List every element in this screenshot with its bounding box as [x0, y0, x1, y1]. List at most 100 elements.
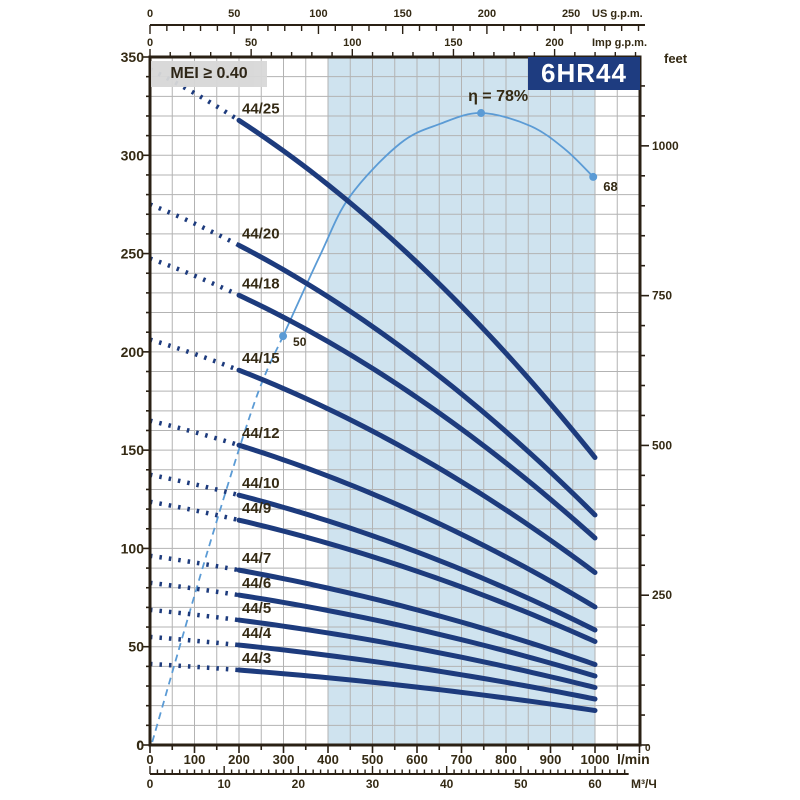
model-badge-text: 6HR44	[541, 58, 627, 88]
pump-curve-44/6: 44/6	[149, 575, 598, 679]
mei-rating-label: MEI ≥ 0.40	[151, 61, 267, 87]
x-lmin-tick-label: 0	[146, 752, 153, 767]
x-lmin-tick-label: 100	[184, 752, 206, 767]
pump-curve-44/20: 44/20	[149, 202, 598, 518]
x-impgpm-tick-label: 50	[245, 37, 257, 49]
x-usgpm-tick-label: 50	[228, 8, 240, 20]
efficiency-peak-label: η = 78%	[468, 88, 528, 105]
efficiency-marker-2	[589, 172, 598, 181]
efficiency-marker-1	[477, 109, 486, 118]
curve-solid-44/5	[236, 617, 598, 691]
curve-solid-44/4	[236, 642, 598, 702]
curve-solid-44/12	[236, 442, 598, 610]
x-impgpm-tick-label: 100	[343, 37, 361, 49]
pump-curve-44/10: 44/10	[149, 472, 598, 633]
y-left-tick-label: 300	[121, 147, 145, 163]
x-axis-m3h: 0 10 20 30 40 50 60 М³/Ч	[147, 766, 657, 791]
curve-solid-44/15	[236, 367, 598, 576]
y-right-tick-label: 250	[652, 588, 672, 602]
y-left-tick-label: 100	[121, 540, 145, 556]
efficiency-50-label: 50	[293, 335, 307, 349]
curve-dotted-44/12	[149, 418, 240, 448]
curve-label-44/12: 44/12	[242, 425, 280, 442]
x-usgpm-tick-label: 250	[562, 8, 580, 20]
pump-curve-44/25: 44/25	[148, 67, 598, 461]
x-m3h-tick-label: 40	[440, 777, 454, 791]
x-lmin-tick-label: 600	[406, 752, 428, 767]
x-lmin-tick-label: 800	[495, 752, 517, 767]
pump-curve-44/9: 44/9	[149, 499, 598, 645]
curve-label-44/5: 44/5	[242, 600, 271, 617]
x-lmin-tick-label: 900	[540, 752, 562, 767]
pump-curve-44/12: 44/12	[149, 418, 598, 610]
x-m3h-unit-label: М³/Ч	[631, 777, 657, 791]
curve-solid-44/9	[236, 517, 598, 645]
y-left-tick-label: 0	[136, 737, 144, 753]
y-right-unit-label: feet	[664, 51, 688, 66]
x-m3h-tick-label: 0	[147, 777, 154, 791]
y-left-tick-label: 50	[128, 639, 144, 655]
curve-dotted-44/15	[149, 337, 240, 373]
curve-label-44/4: 44/4	[242, 625, 272, 642]
curve-solid-44/7	[236, 567, 598, 668]
x-lmin-tick-label: 500	[362, 752, 384, 767]
curve-label-44/10: 44/10	[242, 475, 280, 492]
x-lmin-tick-label: 400	[317, 752, 339, 767]
curve-solid-44/20	[236, 242, 598, 518]
y-axis-left: 0 50 100 150 200 250 300 350	[121, 49, 150, 753]
curve-label-44/9: 44/9	[242, 500, 271, 517]
curve-solid-44/25	[236, 117, 598, 461]
model-badge: 6HR44	[528, 57, 640, 90]
pump-curve-44/4: 44/4	[149, 625, 598, 702]
efficiency-marker-0	[279, 332, 288, 341]
pump-curve-44/15: 44/15	[149, 337, 598, 576]
y-right-tick-label: 750	[652, 289, 672, 303]
x-lmin-tick-label: 200	[228, 752, 250, 767]
y-left-zero-label: 0	[137, 738, 144, 753]
y-right-zero-label: 0	[645, 743, 651, 754]
curve-solid-44/3	[236, 667, 598, 714]
curve-label-44/6: 44/6	[242, 575, 271, 592]
y-left-tick-label: 150	[121, 442, 145, 458]
x-lmin-tick-label: 700	[451, 752, 473, 767]
efficiency-end-label: 68	[603, 179, 617, 194]
x-usgpm-tick-label: 100	[309, 8, 327, 20]
x-axis-us-gpm: 0 50 100 150 200 250 US g.p.m.	[147, 8, 645, 34]
x-usgpm-unit-label: US g.p.m.	[592, 8, 643, 20]
curve-label-44/20: 44/20	[242, 225, 280, 242]
x-usgpm-tick-label: 150	[393, 8, 411, 20]
x-m3h-tick-label: 30	[366, 777, 380, 791]
y-right-tick-label: 500	[652, 438, 672, 452]
pump-curve-44/18: 44/18	[149, 256, 598, 541]
curve-solid-44/10	[236, 492, 598, 633]
x-impgpm-unit-label: Imp g.p.m.	[592, 37, 647, 49]
x-m3h-tick-label: 50	[514, 777, 528, 791]
curve-dotted-44/18	[149, 256, 240, 298]
y-left-tick-label: 200	[121, 344, 145, 360]
y-axis-right: 250 500 750 1000 0 feet	[640, 51, 688, 754]
x-lmin-tick-label: 300	[273, 752, 295, 767]
curve-dotted-44/20	[149, 202, 241, 248]
y-right-tick-label: 1000	[652, 139, 679, 153]
pump-curve-44/7: 44/7	[149, 550, 598, 668]
pump-curve-44/5: 44/5	[149, 600, 598, 691]
x-lmin-tick-label: 1000	[581, 752, 610, 767]
x-lmin-unit-label: l/min	[617, 751, 650, 767]
curve-label-44/25: 44/25	[242, 100, 280, 117]
x-m3h-tick-label: 60	[588, 777, 602, 791]
x-impgpm-tick-label: 150	[444, 37, 462, 49]
x-m3h-tick-label: 20	[292, 777, 306, 791]
plot-border	[148, 55, 642, 747]
curve-label-44/7: 44/7	[242, 550, 271, 567]
x-impgpm-tick-label: 200	[545, 37, 563, 49]
pump-curve-44/3: 44/3	[149, 650, 598, 714]
y-left-tick-label: 350	[121, 49, 145, 65]
curve-label-44/18: 44/18	[242, 275, 280, 292]
x-impgpm-tick-label: 0	[147, 37, 153, 49]
efficiency-curve-dashed	[151, 335, 284, 743]
x-axis-lmin: 0 100 200 300 400 500 600 700 800 900 1000 l/min	[146, 746, 650, 767]
efficiency-curve	[282, 112, 594, 337]
curve-label-44/15: 44/15	[242, 350, 280, 367]
